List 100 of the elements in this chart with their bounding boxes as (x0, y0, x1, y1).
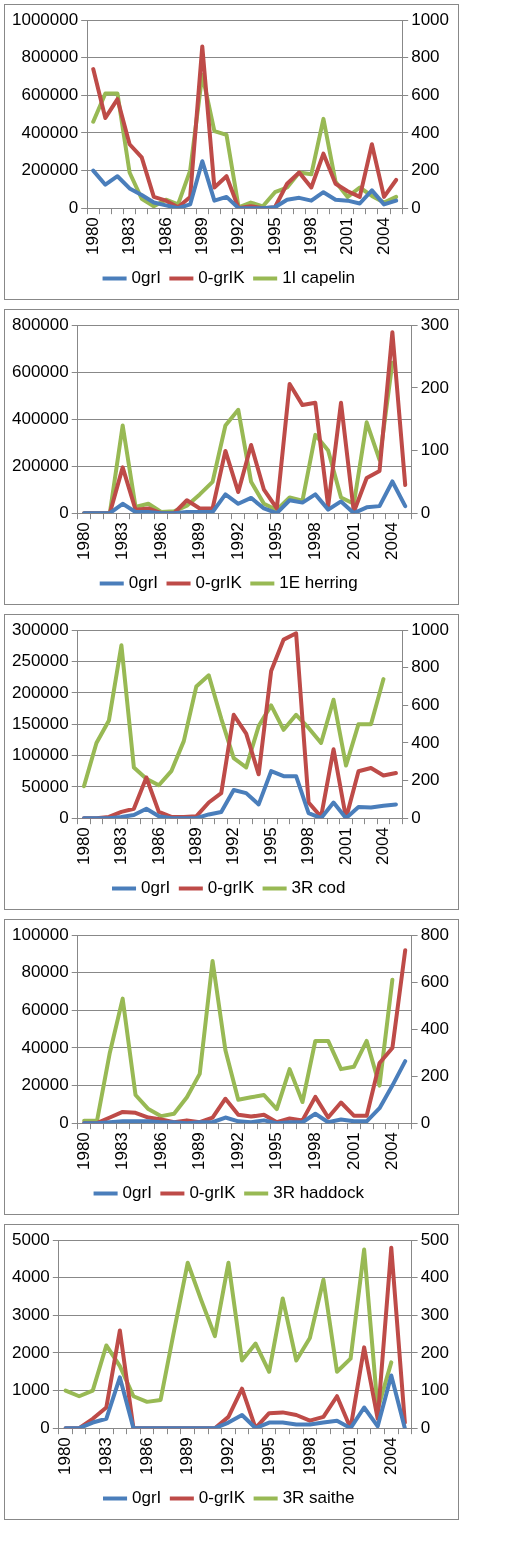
y2-tick-label: 1000 (411, 619, 450, 639)
y-tick-label: 0 (59, 1112, 69, 1132)
x-tick-label: 1980 (73, 522, 93, 561)
y2-tick-label: 600 (420, 971, 450, 991)
x-tick-label: 2004 (373, 827, 393, 866)
x-tick-label: 1989 (189, 1132, 209, 1171)
y2-tick-label: 400 (411, 732, 440, 752)
y-tick-label: 2000 (11, 1342, 50, 1362)
y-tick-label: 300000 (11, 619, 69, 639)
legend-label: 0-grIK (198, 1488, 246, 1508)
y-tick-label: 0 (68, 197, 79, 217)
legend-label: 0-grIK (195, 573, 243, 593)
x-tick-label: 1998 (298, 827, 318, 866)
y2-tick-label: 200 (411, 770, 440, 790)
y-tick-label: 0 (59, 502, 69, 522)
y-tick-label: 200000 (11, 455, 69, 475)
y2-tick-label: 800 (411, 47, 440, 67)
y-tick-label: 600000 (11, 361, 69, 381)
y-tick-label: 200000 (11, 682, 69, 702)
y-tick-label: 40000 (21, 1037, 69, 1057)
x-tick-label: 1983 (96, 1437, 115, 1476)
y2-tick-label: 200 (420, 377, 450, 397)
legend-label: 0grI (128, 573, 159, 593)
y-tick-label: 4000 (11, 1267, 50, 1287)
x-tick-label: 1998 (305, 1132, 324, 1171)
y-tick-label: 1000 (11, 1380, 50, 1400)
y2-tick-label: 400 (420, 1018, 450, 1038)
x-tick-label: 1980 (82, 217, 102, 256)
x-tick-label: 1992 (228, 217, 248, 256)
y2-tick-label: 200 (411, 160, 440, 180)
x-tick-label: 2004 (382, 522, 402, 561)
x-tick-label: 1998 (299, 1437, 319, 1476)
x-tick-label: 1986 (150, 1132, 170, 1171)
x-tick-label: 1992 (227, 1132, 247, 1171)
y2-tick-label: 0 (411, 197, 421, 217)
x-tick-label: 1995 (264, 217, 284, 256)
x-tick-label: 1989 (185, 827, 205, 866)
x-tick-label: 1980 (55, 1437, 75, 1476)
y2-tick-label: 800 (411, 657, 440, 677)
y-tick-label: 0 (40, 1417, 50, 1437)
y2-tick-label: 400 (420, 1267, 450, 1287)
x-tick-label: 2001 (340, 1437, 360, 1476)
y2-tick-label: 100 (420, 1380, 450, 1400)
legend-label: 0-grIK (207, 878, 255, 898)
y-tick-label: 1000000 (11, 9, 79, 29)
x-tick-label: 1995 (260, 827, 280, 866)
x-tick-label: 2004 (373, 217, 393, 256)
x-tick-label: 2001 (343, 1132, 363, 1171)
x-tick-label: 1992 (227, 522, 247, 561)
y2-tick-label: 300 (420, 1305, 450, 1325)
y-tick-label: 400000 (11, 408, 69, 428)
y-tick-label: 100000 (11, 745, 69, 765)
x-tick-label: 1986 (136, 1437, 156, 1476)
x-tick-label: 1983 (112, 522, 132, 561)
x-tick-label: 1986 (150, 522, 170, 561)
x-tick-label: 1998 (301, 217, 320, 256)
y2-tick-label: 400 (411, 122, 440, 142)
y-tick-label: 250000 (11, 651, 69, 671)
y-tick-label: 100000 (11, 924, 69, 944)
x-tick-label: 1986 (155, 217, 175, 256)
y-tick-label: 200000 (21, 160, 79, 180)
x-tick-label: 2001 (335, 827, 355, 866)
x-tick-label: 1983 (111, 827, 131, 866)
y2-tick-label: 0 (420, 1112, 431, 1132)
y2-tick-label: 0 (420, 1417, 431, 1437)
y2-tick-label: 600 (411, 85, 440, 105)
x-tick-label: 1995 (266, 1132, 286, 1171)
y-tick-label: 80000 (21, 962, 69, 982)
legend-label: 0grI (141, 878, 171, 898)
x-tick-label: 1980 (73, 1132, 93, 1171)
y2-tick-label: 1000 (411, 9, 450, 29)
x-tick-label: 1995 (266, 522, 286, 561)
y-tick-label: 50000 (21, 776, 69, 796)
legend-label: 0grI (132, 1488, 162, 1508)
y2-tick-label: 0 (420, 502, 431, 522)
y-tick-label: 20000 (21, 1075, 69, 1095)
legend-label: 3R haddock (273, 1183, 365, 1203)
y-tick-label: 400000 (21, 122, 79, 142)
y-tick-label: 800000 (21, 47, 79, 67)
y-tick-label: 60000 (21, 1000, 69, 1020)
legend-label: 3R saithe (282, 1488, 355, 1508)
x-tick-label: 2004 (382, 1132, 402, 1171)
y-tick-label: 0 (59, 807, 69, 827)
y2-tick-label: 600 (411, 695, 440, 715)
x-tick-label: 1995 (258, 1437, 278, 1476)
y-tick-label: 5000 (11, 1229, 50, 1249)
y2-tick-label: 300 (420, 314, 450, 334)
x-tick-label: 1989 (177, 1437, 197, 1476)
x-tick-label: 1983 (112, 1132, 132, 1171)
legend-label: 3R cod (291, 878, 346, 898)
y2-tick-label: 200 (420, 1065, 450, 1085)
y-tick-label: 600000 (21, 85, 79, 105)
legend-label: 0grI (122, 1183, 152, 1203)
y2-tick-label: 200 (420, 1342, 450, 1362)
y2-tick-label: 800 (420, 924, 450, 944)
y-tick-label: 800000 (11, 314, 69, 334)
x-tick-label: 2001 (337, 217, 357, 256)
x-tick-label: 1980 (73, 827, 93, 866)
x-tick-label: 1992 (223, 827, 243, 866)
x-tick-label: 1983 (119, 217, 139, 256)
